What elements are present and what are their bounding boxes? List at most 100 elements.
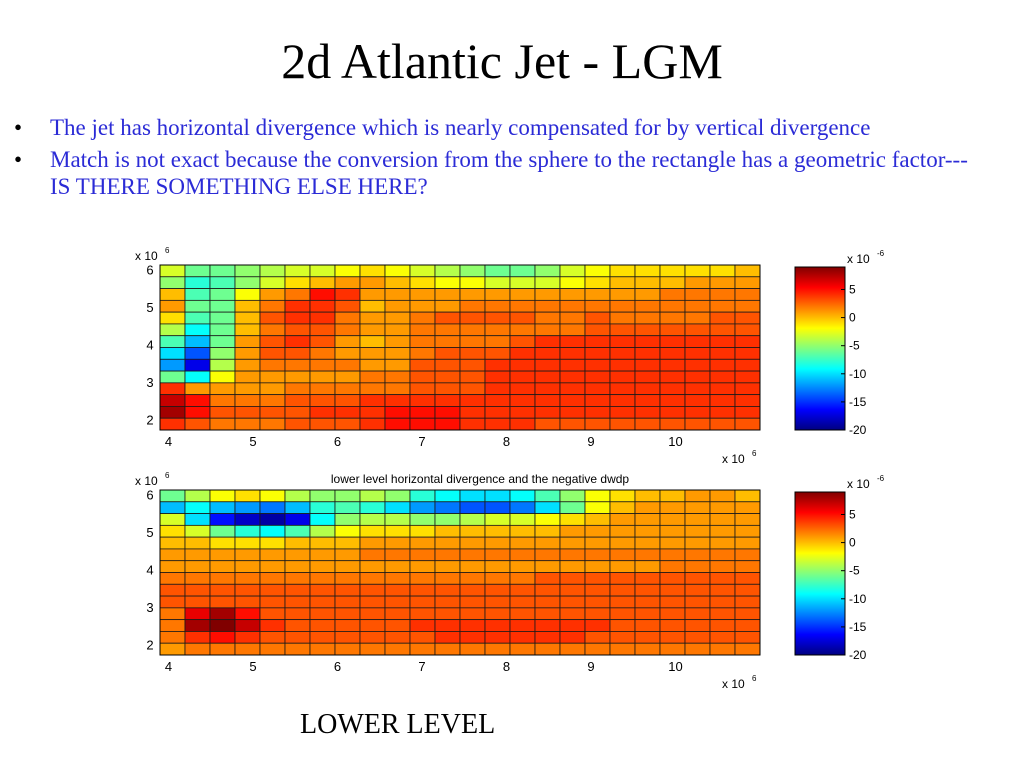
heatmap-cell <box>309 513 336 526</box>
heatmap-cell <box>709 299 736 313</box>
heatmap-cell <box>434 417 461 431</box>
heatmap-cell <box>284 572 311 585</box>
heatmap-cell <box>259 583 286 597</box>
heatmap-cell <box>659 489 686 503</box>
heatmap-cell <box>509 548 536 562</box>
heatmap-cell <box>259 335 286 348</box>
heatmap-cell <box>234 642 261 656</box>
heatmap-cell <box>284 264 311 278</box>
heatmap-cell <box>184 323 211 337</box>
heatmap-cell <box>334 631 361 644</box>
heatmap-cell <box>709 335 736 348</box>
multiplier-exponent: -6 <box>877 474 885 483</box>
heatmap-cell <box>584 501 611 514</box>
heatmap-cell <box>159 311 186 325</box>
heatmap-cell <box>709 489 736 503</box>
colorbar-tick-label: -5 <box>849 564 860 578</box>
heatmap-cell <box>509 276 536 289</box>
heatmap-cell <box>384 524 411 538</box>
heatmap-cell <box>259 489 286 503</box>
heatmap-cell <box>184 288 211 301</box>
heatmap-cell <box>659 311 686 325</box>
heatmap-cell <box>734 560 761 573</box>
heatmap-cell <box>484 631 511 644</box>
heatmap-cell <box>459 347 486 360</box>
y-tick-label: 4 <box>146 338 153 353</box>
heatmap-cell <box>459 417 486 431</box>
heatmap-cell <box>209 335 236 348</box>
heatmap-cell <box>259 264 286 278</box>
x-tick-label: 9 <box>587 659 594 674</box>
heatmap-cell <box>384 417 411 431</box>
heatmap-cell <box>634 572 661 585</box>
heatmap-cell <box>534 489 561 503</box>
heatmap-cell <box>559 417 586 431</box>
heatmap-cell <box>659 501 686 514</box>
y-tick-label: 6 <box>146 488 153 503</box>
heatmap-cell <box>484 524 511 538</box>
heatmap-cell <box>509 323 536 337</box>
heatmap-cell <box>234 524 261 538</box>
heatmap-cell <box>384 642 411 656</box>
heatmap-cell <box>559 276 586 289</box>
heatmap-cell <box>709 417 736 431</box>
heatmap-cell <box>459 288 486 301</box>
heatmap-cell <box>384 335 411 348</box>
heatmap-cell <box>509 607 536 621</box>
heatmap-cell <box>734 642 761 656</box>
heatmap-cell <box>609 417 636 431</box>
heatmap-cell <box>209 489 236 503</box>
heatmap-cell <box>559 489 586 503</box>
x-tick-label: 9 <box>587 434 594 449</box>
heatmap-cell <box>559 394 586 407</box>
heatmap-cell <box>309 382 336 396</box>
heatmap-cell <box>709 382 736 396</box>
heatmap-cell <box>459 560 486 573</box>
heatmap-cell <box>659 642 686 656</box>
heatmap-cell <box>384 631 411 644</box>
heatmap-cell <box>534 299 561 313</box>
multiplier-base: x 10 <box>135 249 158 263</box>
heatmap-cell <box>384 489 411 503</box>
heatmap-cell <box>584 370 611 384</box>
heatmap-cell <box>609 619 636 632</box>
heatmap-cell <box>609 595 636 609</box>
heatmap-cell <box>484 358 511 372</box>
heatmap-cell <box>359 583 386 597</box>
heatmap-cell <box>584 276 611 289</box>
heatmap-cell <box>359 347 386 360</box>
heatmap-cell <box>334 394 361 407</box>
heatmap-cell <box>359 288 386 301</box>
heatmap-cell <box>359 642 386 656</box>
heatmap-cell <box>684 513 711 526</box>
heatmap-cell <box>409 311 436 325</box>
multiplier-base: x 10 <box>722 677 745 691</box>
heatmap-cell <box>359 619 386 632</box>
heatmap-cell <box>709 276 736 289</box>
heatmap-cell <box>259 619 286 632</box>
heatmap-cell <box>634 631 661 644</box>
heatmap-cell <box>484 347 511 360</box>
heatmap-cell <box>659 572 686 585</box>
heatmap-cell <box>484 548 511 562</box>
heatmap-cell <box>384 370 411 384</box>
heatmap-cell <box>384 406 411 419</box>
heatmap-cell <box>309 572 336 585</box>
heatmap-cell <box>384 311 411 325</box>
heatmap-cell <box>209 548 236 562</box>
heatmap-cell <box>434 642 461 656</box>
heatmap-cell <box>159 607 186 621</box>
heatmap-cell <box>159 417 186 431</box>
heatmap-cell <box>284 560 311 573</box>
colorbar <box>794 266 846 431</box>
heatmap-cell <box>684 572 711 585</box>
heatmap-cell <box>234 311 261 325</box>
heatmap-cell <box>634 264 661 278</box>
heatmap-cell <box>284 288 311 301</box>
heatmap-cell <box>609 583 636 597</box>
heatmap-cell <box>734 335 761 348</box>
heatmap-cell <box>659 347 686 360</box>
heatmap-cell <box>584 394 611 407</box>
heatmap-cell <box>709 583 736 597</box>
footer-label: LOWER LEVEL <box>300 709 496 740</box>
